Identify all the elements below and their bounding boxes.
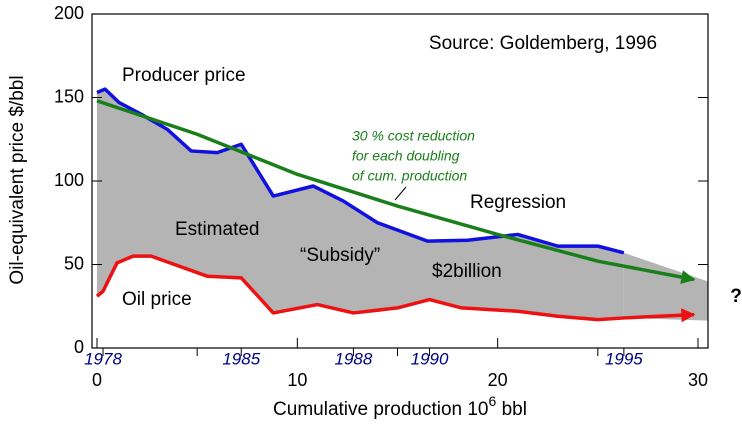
year-label: 1995 bbox=[605, 349, 643, 368]
x-tick-label: 0 bbox=[92, 370, 102, 390]
annotation: 30 % cost reduction bbox=[352, 128, 475, 144]
year-label: 1990 bbox=[411, 349, 449, 368]
y-tick-label: 0 bbox=[74, 337, 84, 357]
annotation: ? bbox=[730, 286, 742, 307]
annotation: $2billion bbox=[432, 261, 502, 282]
x-tick-label: 10 bbox=[287, 370, 307, 390]
y-tick-label: 200 bbox=[54, 3, 84, 23]
series-label: Regression bbox=[470, 192, 566, 213]
x-tick-label: 30 bbox=[688, 370, 708, 390]
subsidy-area bbox=[97, 89, 624, 320]
x-tick-label: 20 bbox=[488, 370, 508, 390]
year-label: 1988 bbox=[335, 349, 373, 368]
annotation: of cum. production bbox=[352, 168, 467, 184]
y-axis-label: Oil-equivalent price $/bbl bbox=[7, 75, 28, 284]
y-tick-label: 100 bbox=[54, 170, 84, 190]
year-label: 1978 bbox=[84, 349, 122, 368]
series-line bbox=[95, 254, 696, 323]
subsidy-area-extension bbox=[623, 252, 708, 321]
annotation: Source: Goldemberg, 1996 bbox=[429, 33, 657, 54]
series-label: Oil price bbox=[122, 289, 192, 310]
leader-line bbox=[394, 186, 407, 201]
y-tick-label: 50 bbox=[64, 253, 84, 273]
x-label-after: bbl bbox=[496, 399, 527, 420]
series-line bbox=[96, 99, 696, 285]
annotation: “Subsidy” bbox=[300, 245, 380, 266]
series-label: Producer price bbox=[122, 65, 246, 86]
x-axis-label: Cumulative production 106 bbl bbox=[273, 393, 527, 420]
annotation: Estimated bbox=[175, 219, 259, 240]
annotation: for each doubling bbox=[352, 148, 460, 164]
series-line bbox=[96, 87, 625, 255]
x-label-sup: 6 bbox=[489, 393, 497, 409]
y-tick-label: 150 bbox=[54, 86, 84, 106]
year-label: 1985 bbox=[222, 349, 260, 368]
x-label-text: Cumulative production 10 bbox=[273, 399, 488, 420]
